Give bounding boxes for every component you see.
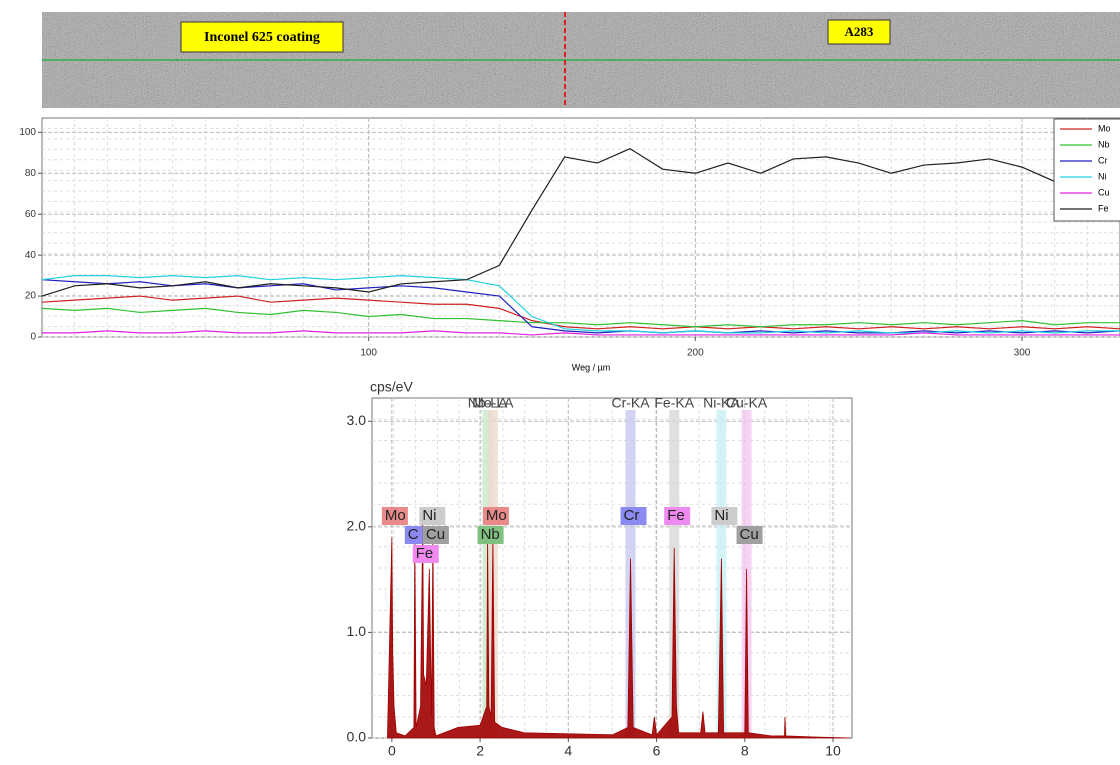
y-tick-label: 0: [30, 332, 36, 343]
legend-label: Cu: [1098, 187, 1110, 197]
micrograph-label: Inconel 625 coating: [204, 30, 320, 45]
x-tick-label: 0: [388, 743, 396, 759]
x-tick-label: 200: [687, 348, 704, 359]
micrograph-label: A283: [845, 24, 874, 39]
peak-label: Ni: [714, 507, 728, 524]
y-tick-label: 80: [25, 168, 37, 179]
x-tick-label: 8: [741, 743, 749, 759]
y-tick-label: 2.0: [347, 518, 367, 534]
figure: Inconel 625 coating A283 020406080100100…: [0, 0, 1120, 765]
y-tick-label: 40: [25, 250, 37, 261]
line-label: Mo-LA: [472, 395, 514, 411]
y-axis-label: cps/eV: [370, 379, 413, 395]
y-tick-label: 100: [19, 127, 36, 138]
peak-label: C: [408, 526, 419, 543]
plot-area: [42, 118, 1120, 337]
y-tick-label: 3.0: [347, 412, 367, 428]
legend-label: Ni: [1098, 171, 1107, 181]
micrograph: Inconel 625 coating A283: [42, 12, 1120, 108]
peak-label: Nb: [481, 526, 500, 543]
x-tick-label: 100: [360, 348, 377, 359]
peak-label: Fe: [416, 545, 434, 562]
legend-label: Mo: [1098, 123, 1111, 133]
page: {"micrograph": {"labels": ["Inconel 625 …: [0, 0, 1120, 765]
chart: 0 20 40 60 80 100 100 200 300 Weg / µm Mo Nb Cr Ni Cu F…: [19, 118, 1120, 372]
y-tick-label: 0.0: [347, 729, 367, 745]
peak-label: Mo: [486, 507, 507, 524]
peak-label: Cu: [740, 526, 759, 543]
x-tick-label: 2: [476, 743, 484, 759]
x-tick-label: 6: [653, 743, 661, 759]
peak-label: Mo: [385, 507, 406, 524]
x-tick-label: 4: [564, 743, 572, 759]
legend-label: Cr: [1098, 155, 1108, 165]
line-label: Cr-KA: [611, 395, 650, 411]
legend-box: [1054, 119, 1120, 221]
y-tick-label: 60: [25, 209, 37, 220]
legend-label: Nb: [1098, 139, 1110, 149]
x-tick-label: 300: [1014, 348, 1031, 359]
peak-label: Cr: [624, 507, 640, 524]
peak-label: Ni: [422, 507, 436, 524]
y-tick-label: 20: [25, 291, 37, 302]
peak-label: Cu: [426, 526, 445, 543]
legend-label: Fe: [1098, 203, 1109, 213]
y-tick-label: 1.0: [347, 623, 367, 639]
x-tick-label: 10: [825, 743, 841, 759]
peak-label: Fe: [667, 507, 685, 524]
line-label: Fe-KA: [654, 395, 694, 411]
x-axis-label: Weg / µm: [572, 362, 611, 372]
line-label: Cu-KA: [726, 395, 768, 411]
